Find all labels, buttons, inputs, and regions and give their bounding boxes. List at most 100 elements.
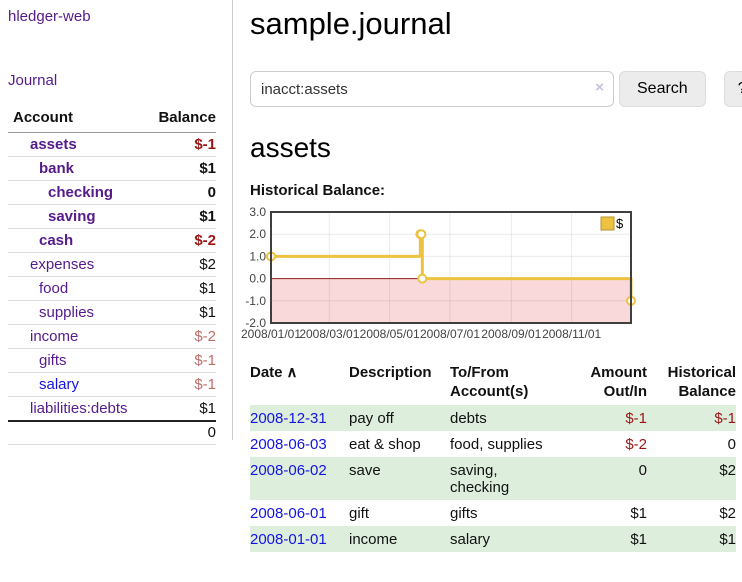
account-row: bank $1 bbox=[8, 156, 216, 181]
account-link-salary[interactable]: salary bbox=[39, 376, 80, 393]
register-row: 2008-12-31 pay off debts $-1 $-1 bbox=[250, 405, 736, 431]
y-tick-label: 0.0 bbox=[249, 272, 266, 286]
transaction-amount: $-2 bbox=[625, 436, 647, 453]
transaction-accounts: food, supplies bbox=[450, 436, 543, 453]
data-point-marker bbox=[417, 273, 428, 284]
search-button[interactable]: Search bbox=[619, 71, 706, 107]
accounts-header-balance: Balance bbox=[148, 109, 216, 133]
account-row: gifts $-1 bbox=[8, 348, 216, 373]
account-link-income[interactable]: income bbox=[30, 328, 79, 345]
transaction-balance: $2 bbox=[719, 505, 736, 522]
help-button[interactable]: ? bbox=[723, 71, 742, 107]
sidebar-item-journal[interactable]: Journal bbox=[8, 72, 58, 89]
y-tick-label: 1.0 bbox=[249, 249, 266, 263]
account-link-supplies[interactable]: supplies bbox=[39, 304, 95, 321]
account-row: saving $1 bbox=[8, 204, 216, 229]
x-tick-label: 2008/03/01 bbox=[299, 327, 359, 341]
transaction-date-link[interactable]: 2008-06-02 bbox=[250, 462, 327, 479]
transaction-description: eat & shop bbox=[349, 436, 421, 453]
x-tick-label: 2008/05/01 bbox=[360, 327, 420, 341]
account-row: expenses $2 bbox=[8, 252, 216, 277]
account-balance: $1 bbox=[148, 204, 216, 229]
account-row: liabilities:debts $1 bbox=[8, 397, 216, 421]
register-row: 2008-06-03 eat & shop food, supplies $-2 0 bbox=[250, 431, 736, 457]
transaction-date-link[interactable]: 2008-06-01 bbox=[250, 505, 327, 522]
transaction-balance: $1 bbox=[647, 526, 736, 552]
account-link-gifts[interactable]: gifts bbox=[39, 352, 67, 369]
account-link-checking[interactable]: checking bbox=[48, 184, 114, 201]
account-link-assets[interactable]: assets bbox=[30, 136, 77, 153]
transaction-balance: $2 bbox=[647, 457, 736, 500]
transaction-accounts: saving, checking bbox=[450, 457, 562, 500]
transaction-date-link[interactable]: 2008-06-03 bbox=[250, 436, 327, 453]
sidebar: hledger-web Journal Account Balance asse… bbox=[0, 0, 233, 445]
transaction-description: pay off bbox=[349, 405, 450, 431]
register-header-date[interactable]: Date ∧ bbox=[250, 364, 298, 381]
accounts-total-value: 0 bbox=[148, 419, 216, 445]
account-balance: $2 bbox=[148, 252, 216, 277]
account-link-liabilities-debts[interactable]: liabilities:debts bbox=[30, 399, 128, 417]
legend-swatch bbox=[600, 216, 615, 231]
account-balance: $-1 bbox=[148, 132, 216, 157]
accounts-balance-table: Account Balance assets $-1 bank $1 checking 0… bbox=[8, 109, 216, 445]
negative-region bbox=[271, 278, 631, 323]
account-link-expenses[interactable]: expenses bbox=[30, 256, 95, 273]
y-tick-label: 3.0 bbox=[249, 205, 266, 219]
accounts-total-row: 0 bbox=[8, 419, 216, 445]
search-input[interactable] bbox=[250, 71, 614, 107]
search-input-wrap: × bbox=[250, 71, 614, 107]
account-balance: $1 bbox=[148, 156, 216, 181]
transaction-accounts: debts bbox=[450, 405, 562, 431]
account-balance: $-1 bbox=[148, 348, 216, 373]
account-balance: $1 bbox=[148, 300, 216, 325]
register-header-description: Description bbox=[349, 364, 432, 381]
transaction-accounts: salary bbox=[450, 526, 562, 552]
data-point-marker bbox=[416, 229, 427, 240]
account-balance: $1 bbox=[148, 276, 216, 301]
historical-balance-chart: $3.0 2.0 1.0 0.0 -1.0 -2.02008/01/012008/03/0… bbox=[241, 205, 636, 341]
y-tick-label: -1.0 bbox=[245, 294, 266, 308]
transaction-date-link[interactable]: 2008-01-01 bbox=[250, 531, 327, 548]
account-balance: 0 bbox=[148, 180, 216, 205]
account-link-cash[interactable]: cash bbox=[39, 232, 74, 249]
x-tick-label: 2008/07/01 bbox=[420, 327, 480, 341]
register-header-amount: Amount Out/In bbox=[590, 364, 647, 400]
y-tick-label: 2.0 bbox=[249, 227, 266, 241]
clear-search-icon[interactable]: × bbox=[595, 79, 604, 96]
legend-label: $ bbox=[616, 216, 624, 231]
account-link-food[interactable]: food bbox=[39, 280, 69, 297]
transaction-amount: $1 bbox=[630, 505, 647, 522]
search-row: × Search ? bbox=[250, 71, 742, 107]
account-link-bank[interactable]: bank bbox=[39, 160, 75, 177]
transaction-date-link[interactable]: 2008-12-31 bbox=[250, 410, 327, 427]
transaction-balance: $-1 bbox=[647, 405, 736, 431]
account-balance: $-2 bbox=[148, 324, 216, 349]
register-row: 2008-06-01 gift gifts $1 $2 bbox=[250, 500, 736, 526]
y-tick-label: -2.0 bbox=[245, 316, 266, 330]
accounts-header-account: Account bbox=[8, 109, 149, 133]
transaction-description: save bbox=[349, 457, 450, 500]
sort-asc-icon[interactable]: ∧ bbox=[286, 364, 298, 381]
app: hledger-web Journal Account Balance asse… bbox=[0, 0, 742, 552]
account-row: salary $-1 bbox=[8, 372, 216, 397]
x-tick-label: 2008/11/01 bbox=[542, 327, 601, 341]
app-title-link[interactable]: hledger-web bbox=[8, 8, 91, 25]
x-tick-label: 2008/09/01 bbox=[481, 327, 541, 341]
account-balance: $1 bbox=[199, 399, 216, 417]
account-row: assets $-1 bbox=[8, 132, 216, 157]
transaction-description: income bbox=[349, 526, 450, 552]
plot-border bbox=[270, 211, 632, 324]
account-row: food $1 bbox=[8, 276, 216, 301]
transaction-amount: 0 bbox=[562, 457, 647, 500]
chart-title: Historical Balance: bbox=[250, 182, 386, 199]
transaction-accounts: gifts bbox=[450, 505, 478, 522]
account-link-saving[interactable]: saving bbox=[48, 208, 96, 225]
register-header-historical: Historical Balance bbox=[667, 364, 736, 400]
register-row: 2008-01-01 income salary $1 $1 bbox=[250, 526, 736, 552]
register-row: 2008-06-02 save saving, checking 0 $2 bbox=[250, 457, 736, 500]
register-header-tofrom: To/From Account(s) bbox=[450, 364, 529, 400]
main-content: sample.journal × Search ? assets Histori… bbox=[233, 0, 742, 552]
transaction-description: gift bbox=[349, 505, 370, 522]
account-row: cash $-2 bbox=[8, 228, 216, 253]
register-table: Date ∧ Description To/From Account(s) Amount O… bbox=[250, 363, 736, 552]
